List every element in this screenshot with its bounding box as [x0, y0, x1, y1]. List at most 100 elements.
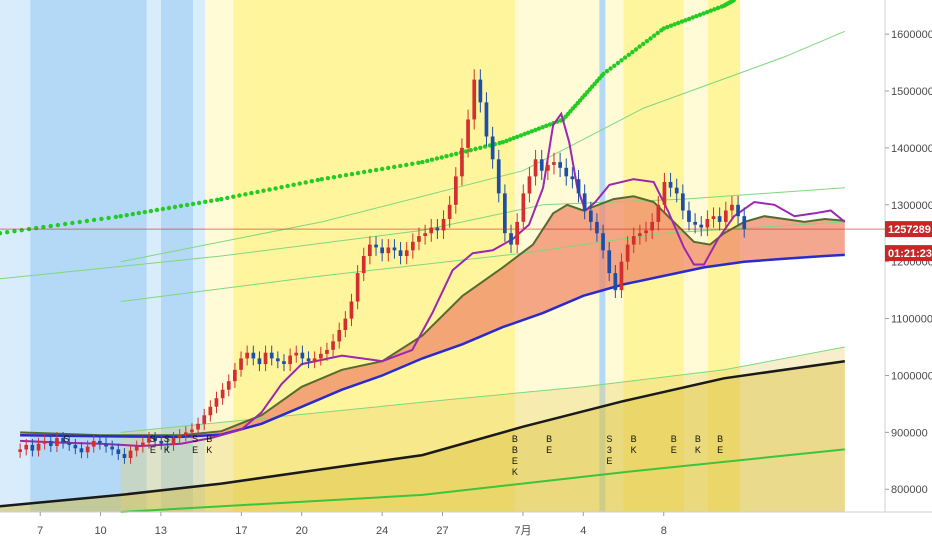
current-price: 1257289 01:21:23	[0, 221, 932, 262]
trend-dot	[473, 146, 478, 152]
signal-marker-char: E	[546, 445, 552, 455]
candle-body	[67, 442, 72, 445]
x-tick-label: 27	[436, 525, 448, 537]
trend-dot	[641, 41, 646, 47]
candle-body	[30, 444, 35, 451]
trend-dot	[297, 181, 302, 186]
candle-body	[717, 216, 722, 222]
candle-body	[724, 210, 728, 222]
trend-dot	[5, 230, 10, 235]
candle-body	[582, 193, 587, 211]
candle-body	[564, 167, 569, 177]
signal-marker-char: S	[192, 434, 198, 444]
candle-body	[116, 449, 121, 454]
trend-dot	[136, 210, 141, 216]
trend-dot	[331, 175, 337, 180]
indicator-lines	[0, 0, 846, 513]
trend-dot	[416, 160, 421, 165]
trend-dot	[398, 163, 403, 169]
signal-marker-char: B	[512, 445, 518, 455]
candle-body	[110, 446, 114, 450]
candle-body	[159, 440, 164, 444]
trend-dot	[172, 204, 178, 210]
trend-dot	[697, 12, 703, 17]
candle-body	[331, 341, 335, 350]
trend-dot	[444, 154, 449, 159]
zone-band	[0, 0, 31, 512]
candle-body	[656, 204, 661, 222]
candle-body	[147, 438, 151, 443]
trend-dot	[373, 167, 379, 173]
candle-body	[631, 236, 636, 245]
countdown-label: 01:21:23	[888, 248, 932, 260]
candle-body	[73, 444, 78, 449]
green-line-upper	[120, 30, 845, 263]
candle-body	[361, 256, 366, 274]
trend-dot	[672, 22, 677, 27]
candle-body	[533, 159, 538, 177]
trend-dot	[315, 177, 320, 183]
candle-body	[681, 193, 685, 211]
x-axis: 7 10 13 17 20 24 27 7月 4 8	[37, 512, 667, 537]
x-tick-label: 17	[235, 525, 247, 537]
zone-band	[30, 0, 147, 512]
candle-body	[601, 233, 605, 251]
trend-dot	[142, 209, 147, 215]
candle-body	[128, 450, 133, 458]
signal-marker-char: S	[63, 434, 69, 444]
candle-body	[202, 415, 207, 424]
trend-dot	[70, 220, 75, 226]
trend-dot	[547, 122, 553, 127]
trend-dot	[648, 36, 653, 41]
trend-dot	[249, 190, 254, 196]
green-line-bottom	[120, 448, 845, 513]
candle-body	[141, 442, 145, 447]
candle-body	[18, 449, 22, 452]
trend-dot	[420, 159, 425, 165]
candle-body	[570, 176, 575, 180]
trend-dot	[34, 225, 39, 231]
candle-body	[539, 159, 544, 171]
trend-dot	[355, 170, 361, 176]
x-tick-label: 10	[94, 525, 106, 537]
trend-dot	[160, 206, 166, 212]
candle-body	[288, 355, 292, 365]
trend-dot	[279, 185, 284, 190]
trend-dot	[533, 127, 538, 133]
candle-body	[472, 79, 477, 120]
trend-dot	[255, 189, 260, 195]
candle-body	[374, 244, 378, 248]
trend-dot	[504, 138, 509, 144]
trend-dot	[544, 123, 549, 128]
signal-marker-char: S	[164, 434, 170, 444]
candle-body	[380, 247, 384, 254]
trend-dot	[536, 126, 542, 131]
trend-dot	[99, 216, 104, 222]
trend-dot	[608, 66, 613, 71]
current-price-tag	[885, 221, 932, 238]
candle-body	[411, 241, 415, 251]
candle-body	[104, 443, 108, 447]
candle-body	[263, 352, 268, 365]
candle-body	[368, 244, 372, 256]
signal-marker-char: B	[546, 434, 552, 444]
candle-body	[613, 273, 618, 291]
candle-body	[484, 102, 489, 137]
trend-dot	[166, 205, 172, 211]
trend-dot	[522, 131, 527, 137]
trend-dot	[154, 207, 160, 213]
trend-dot	[178, 203, 184, 209]
candle-body	[650, 221, 654, 231]
trend-dot	[303, 180, 308, 185]
trend-dot	[392, 164, 397, 170]
signal-marker-char: E	[717, 445, 723, 455]
trend-dot	[113, 214, 119, 220]
trend-dot	[243, 192, 248, 197]
